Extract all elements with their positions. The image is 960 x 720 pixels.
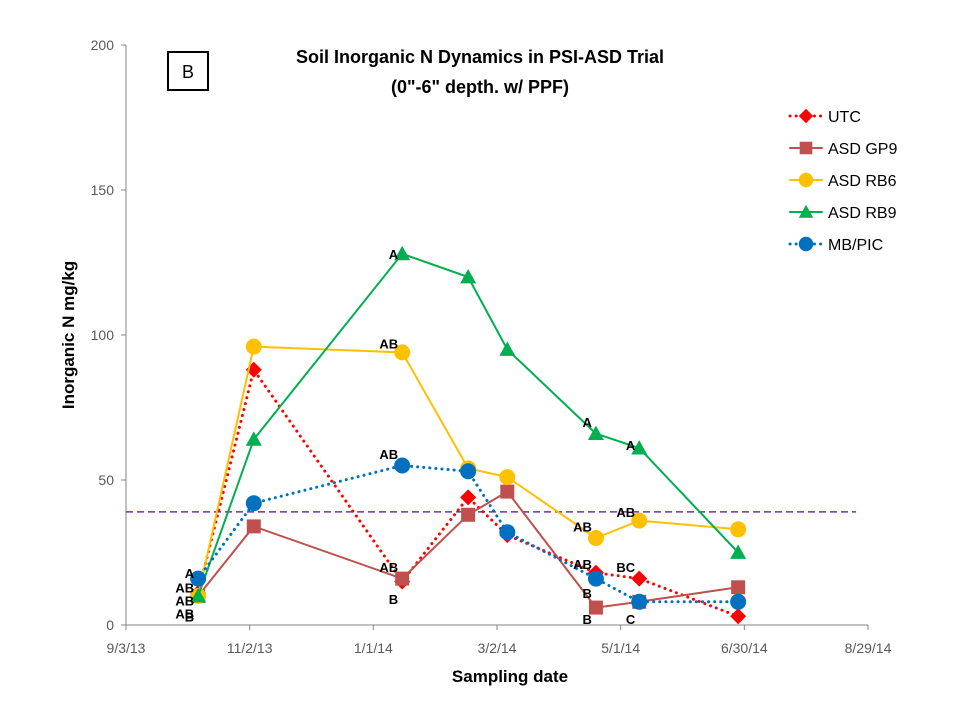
x-tick-label: 6/30/14 <box>721 640 768 656</box>
significance-letter: A <box>389 247 399 262</box>
data-point <box>394 245 411 261</box>
data-point <box>499 524 516 541</box>
series-asd-rb9 <box>190 245 747 603</box>
legend-marker <box>798 172 814 188</box>
data-point <box>631 593 648 610</box>
data-point <box>394 344 411 361</box>
data-point <box>461 507 476 522</box>
data-point <box>245 431 262 446</box>
data-point <box>730 608 747 625</box>
data-point <box>631 570 648 587</box>
significance-letter: AB <box>616 505 635 520</box>
data-point <box>631 440 648 455</box>
series-line <box>196 368 740 618</box>
legend-marker <box>799 141 813 155</box>
data-point <box>190 588 207 603</box>
significance-letter: A <box>583 415 593 430</box>
significance-letter: AB <box>573 519 592 534</box>
data-point <box>631 512 648 529</box>
chart-subtitle: (0"-6" depth. w/ PPF) <box>391 77 569 97</box>
x-axis-title: Sampling date <box>452 667 568 686</box>
data-point <box>394 457 411 474</box>
significance-letter: AB <box>175 606 194 621</box>
significance-letter: AB <box>175 593 194 608</box>
data-point <box>246 519 261 534</box>
y-tick-label: 0 <box>106 617 114 633</box>
legend-marker <box>798 108 814 124</box>
y-tick-label: 150 <box>91 182 115 198</box>
data-point <box>730 544 747 559</box>
legend-marker <box>798 204 814 218</box>
legend-label: MB/PIC <box>828 237 883 254</box>
series-utc <box>190 361 747 625</box>
legend-item: ASD RB9 <box>789 204 897 222</box>
legend-item: ASD GP9 <box>789 141 897 158</box>
series-mb-pic <box>190 457 747 610</box>
significance-letter: AB <box>379 337 398 352</box>
significance-letter: BC <box>616 560 635 575</box>
significance-letter: A <box>626 438 636 453</box>
data-point <box>245 495 262 512</box>
data-point <box>731 580 746 595</box>
panel-label: B <box>182 62 194 82</box>
legend: UTC ASD GP9 ASD RB6 ASD RB9 MB/PIC <box>788 108 897 254</box>
data-point <box>245 338 262 355</box>
legend-label: ASD GP9 <box>828 141 897 158</box>
legend-marker <box>798 236 814 252</box>
data-point <box>587 425 604 440</box>
data-point <box>460 489 477 506</box>
legend-item: UTC <box>788 108 861 126</box>
x-tick-label: 8/29/14 <box>845 640 892 656</box>
data-point <box>730 593 747 610</box>
y-tick-label: 200 <box>91 37 115 53</box>
data-point <box>395 571 410 586</box>
series-layer <box>190 245 747 625</box>
significance-letter: AB <box>573 557 592 572</box>
data-point <box>588 600 603 615</box>
y-axis-title: Inorganic N mg/kg <box>59 261 78 409</box>
series-asd-rb6 <box>190 338 747 604</box>
significance-letter: AB <box>379 447 398 462</box>
significance-letter: AB <box>379 560 398 575</box>
series-line <box>197 252 740 597</box>
panel-label-box <box>167 51 209 91</box>
axes: 0 50 100 150 200 9/3/13 11/2/13 1/1/14 3/2/14 5/1… <box>91 37 892 656</box>
x-tick-label: 3/2/14 <box>478 640 517 656</box>
data-point <box>500 484 515 499</box>
legend-item: MB/PIC <box>788 236 883 254</box>
data-point <box>190 570 207 587</box>
legend-item: ASD RB6 <box>789 172 897 190</box>
significance-letter: C <box>626 612 636 627</box>
data-point <box>460 269 477 284</box>
data-point <box>460 463 477 480</box>
series-line <box>196 464 740 604</box>
significance-letter: AB <box>175 580 194 595</box>
x-tick-label: 11/2/13 <box>227 640 273 656</box>
y-tick-label: 100 <box>91 327 115 343</box>
chart-title: Soil Inorganic N Dynamics in PSI-ASD Tri… <box>296 47 664 67</box>
data-point <box>499 469 516 486</box>
y-tick-label: 50 <box>98 472 114 488</box>
x-tick-label: 9/3/13 <box>107 640 146 656</box>
data-point <box>730 521 747 538</box>
legend-label: UTC <box>828 109 861 126</box>
x-tick-label: 5/1/14 <box>601 640 640 656</box>
significance-letter: A <box>185 566 195 581</box>
significance-letter: B <box>583 612 592 627</box>
x-tick-label: 1/1/14 <box>354 640 393 656</box>
data-point <box>587 570 604 587</box>
significance-letter: B <box>389 592 398 607</box>
legend-label: ASD RB9 <box>828 205 897 222</box>
data-point <box>587 530 604 546</box>
data-point <box>499 341 516 356</box>
significance-letter: B <box>583 586 592 601</box>
significance-letter: B <box>185 609 194 624</box>
legend-label: ASD RB6 <box>828 173 897 190</box>
